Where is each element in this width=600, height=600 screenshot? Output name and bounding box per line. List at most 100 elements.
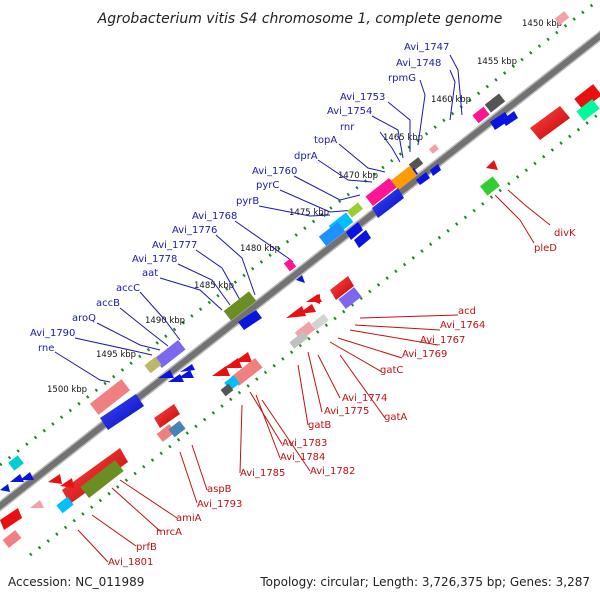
gene-feature xyxy=(311,313,329,331)
gene-label: Avi_1793 xyxy=(197,499,242,510)
gene-label: Avi_1783 xyxy=(282,438,327,449)
gene-label: Avi_1774 xyxy=(342,393,387,404)
gene-feature xyxy=(100,394,144,430)
kbp-tick-label: 1460 kbp xyxy=(431,95,471,105)
gene-label: Avi_1767 xyxy=(420,335,465,346)
gene-feature xyxy=(310,294,320,304)
gene-feature xyxy=(365,178,397,206)
gene-label: Avi_1777 xyxy=(152,240,197,251)
gene-label: Avi_1775 xyxy=(324,406,369,417)
gene-feature xyxy=(330,276,354,300)
gene-feature xyxy=(416,172,430,185)
gene-feature xyxy=(298,304,316,314)
gene-label: mrcA xyxy=(156,527,182,538)
gene-feature xyxy=(554,11,570,25)
gene-feature xyxy=(472,106,490,124)
gene-feature xyxy=(0,484,10,492)
reverse-gene-features xyxy=(0,84,600,548)
gene-label: rpmG xyxy=(388,73,416,84)
outer-tick-track xyxy=(0,0,600,467)
gene-feature xyxy=(347,202,363,218)
gene-label: accB xyxy=(96,298,120,309)
gene-feature xyxy=(178,370,194,378)
gene-label: topA xyxy=(314,135,337,146)
gene-label: accC xyxy=(116,283,140,294)
gene-feature xyxy=(8,455,24,471)
kbp-tick-label: 1465 kbp xyxy=(383,133,423,143)
forward-leader-lines xyxy=(54,54,463,383)
gene-label: pleD xyxy=(534,243,557,254)
gene-feature xyxy=(372,188,404,218)
kbp-tick-label: 1485 kbp xyxy=(194,281,234,291)
forward-gene-labels: Avi_1747 Avi_1748 rpmG Avi_1753 Avi_1754… xyxy=(30,42,449,354)
gene-feature xyxy=(168,374,184,382)
gene-feature xyxy=(80,459,124,499)
gene-label: Avi_1776 xyxy=(172,225,217,236)
gene-feature xyxy=(429,144,439,154)
kbp-tick-label: 1495 kbp xyxy=(96,350,136,360)
gene-label: acd xyxy=(458,306,476,317)
gene-feature xyxy=(20,472,34,480)
gene-label: aroQ xyxy=(72,313,96,324)
gene-feature xyxy=(318,221,346,247)
gene-feature xyxy=(502,111,518,126)
gene-feature xyxy=(408,157,424,171)
forward-gene-features xyxy=(0,11,570,492)
gene-feature xyxy=(486,160,498,170)
gene-label: Avi_1768 xyxy=(192,211,237,222)
gene-label: rne xyxy=(38,343,54,354)
gene-feature xyxy=(354,230,371,248)
gene-feature xyxy=(154,404,180,428)
gene-feature xyxy=(180,364,195,372)
gene-label: aspB xyxy=(207,484,232,495)
kbp-tick-label: 1500 kbp xyxy=(47,385,87,395)
kbp-tick-label: 1470 kbp xyxy=(338,171,378,181)
gene-label: gatB xyxy=(308,420,331,431)
gene-feature xyxy=(238,310,262,330)
gene-label: prfB xyxy=(136,542,157,553)
kbp-tick-label: 1450 kbp xyxy=(522,19,562,29)
gene-label: dprA xyxy=(294,151,318,162)
gene-label: aat xyxy=(142,268,158,279)
gene-label: gatC xyxy=(380,365,403,376)
accession-text: Accession: NC_011989 xyxy=(8,575,144,589)
gene-label: Avi_1747 xyxy=(404,42,449,53)
gene-feature xyxy=(530,106,570,140)
gene-label: amiA xyxy=(176,513,202,524)
gene-feature xyxy=(220,383,234,397)
gene-feature xyxy=(158,370,174,378)
gene-feature xyxy=(0,508,22,530)
gene-feature xyxy=(283,258,297,272)
gene-feature xyxy=(296,275,305,283)
gene-label: Avi_1764 xyxy=(440,320,485,331)
gene-label: Avi_1778 xyxy=(132,254,177,265)
kbp-tick-label: 1490 kbp xyxy=(145,316,185,326)
gene-feature xyxy=(289,331,309,349)
genome-summary-text: Topology: circular; Length: 3,726,375 bp… xyxy=(259,575,590,589)
gene-label: Avi_1785 xyxy=(240,468,285,479)
gene-label: Avi_1801 xyxy=(108,557,153,568)
gene-feature xyxy=(144,356,162,374)
map-title: Agrobacterium vitis S4 chromosome 1, com… xyxy=(97,11,503,27)
gene-feature xyxy=(286,306,306,318)
kbp-tick-label: 1480 kbp xyxy=(240,244,280,254)
gene-feature xyxy=(223,291,257,321)
gene-feature xyxy=(484,93,506,113)
gene-feature xyxy=(10,474,24,482)
reverse-gene-labels: divK pleD acd Avi_1764 Avi_1767 Avi_1769… xyxy=(108,228,576,568)
kbp-tick-label: 1475 kbp xyxy=(289,208,329,218)
gene-feature xyxy=(60,478,74,488)
gene-feature xyxy=(231,358,263,386)
gene-label: pyrB xyxy=(236,196,259,207)
gene-feature xyxy=(89,379,131,415)
gene-label: Avi_1748 xyxy=(396,58,441,69)
gene-label: Avi_1784 xyxy=(280,452,325,463)
gene-label: divK xyxy=(554,228,576,239)
gene-feature xyxy=(480,176,500,196)
gene-feature xyxy=(346,222,363,240)
kbp-tick-labels: 1450 kbp 1455 kbp 1460 kbp 1465 kbp 1470… xyxy=(47,19,562,395)
kbp-tick-label: 1455 kbp xyxy=(477,57,517,67)
chromosome-backbone xyxy=(0,30,600,512)
gene-feature xyxy=(212,366,230,376)
